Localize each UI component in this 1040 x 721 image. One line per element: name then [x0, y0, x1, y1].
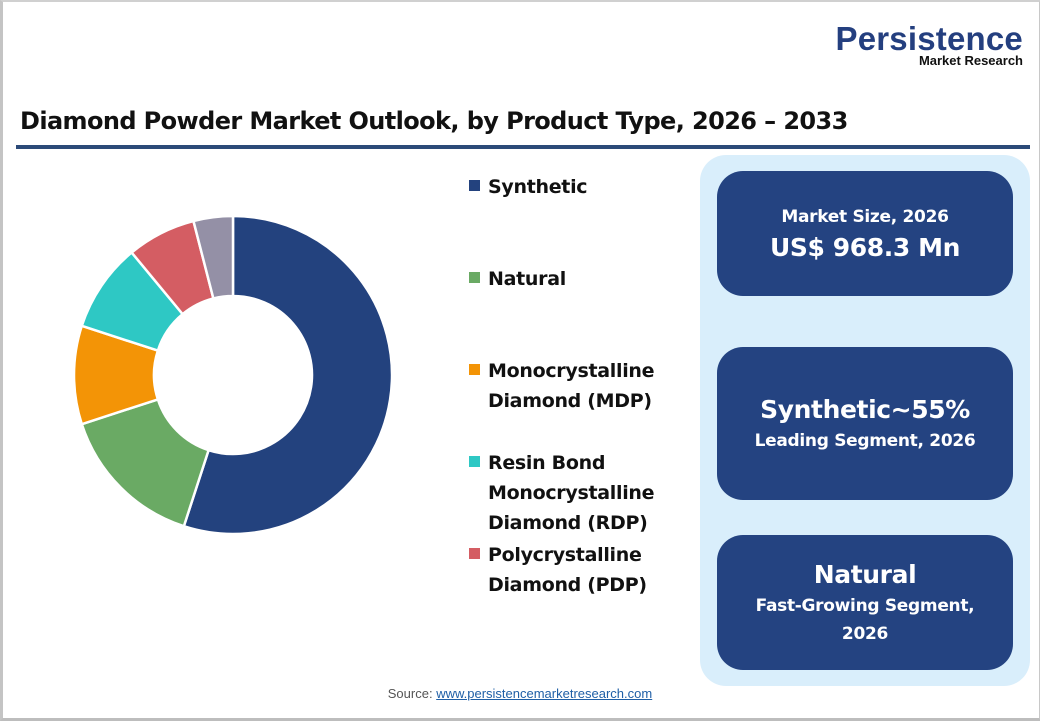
title-underline	[16, 145, 1030, 149]
leading-segment-card: Synthetic~55% Leading Segment, 2026	[717, 347, 1013, 500]
legend-swatch-icon	[469, 180, 480, 191]
leading-segment-value: Synthetic~55%	[760, 394, 970, 424]
market-size-label: Market Size, 2026	[781, 206, 949, 227]
market-size-card: Market Size, 2026 US$ 968.3 Mn	[717, 171, 1013, 296]
legend-label: Polycrystalline Diamond (PDP)	[488, 544, 647, 596]
source-line: Source: www.persistencemarketresearch.co…	[0, 686, 1040, 701]
leading-segment-label: Leading Segment, 2026	[754, 430, 976, 451]
legend-label: Synthetic	[488, 176, 588, 198]
source-label: Source:	[387, 686, 437, 701]
legend-swatch-icon	[469, 272, 480, 283]
legend-item: Monocrystalline Diamond (MDP)	[469, 356, 689, 416]
legend-label: Natural	[488, 268, 566, 290]
highlights-panel: Market Size, 2026 US$ 968.3 Mn Synthetic…	[700, 155, 1030, 686]
fast-growing-label: Fast-Growing Segment, 2026	[755, 595, 975, 644]
persistence-logo: Persistence Market Research	[836, 22, 1024, 68]
legend-label: Resin Bond Monocrystalline Diamond (RDP)	[488, 452, 655, 534]
donut-chart	[72, 214, 394, 536]
legend-item: Synthetic	[469, 172, 689, 202]
legend-swatch-icon	[469, 456, 480, 467]
legend-item: Natural	[469, 264, 689, 294]
legend-swatch-icon	[469, 364, 480, 375]
donut-slice-other-unlabeled	[191, 214, 235, 301]
legend-label: Monocrystalline Diamond (MDP)	[488, 360, 655, 412]
legend-item: Resin Bond Monocrystalline Diamond (RDP)	[469, 448, 689, 538]
logo-sub-text: Market Research	[918, 53, 1023, 68]
legend-swatch-icon	[469, 548, 480, 559]
chart-title: Diamond Powder Market Outlook, by Produc…	[20, 107, 848, 135]
fast-growing-value: Natural	[813, 559, 917, 589]
logo-main-text: Persistence	[835, 20, 1023, 57]
market-size-value: US$ 968.3 Mn	[769, 232, 961, 262]
source-link[interactable]: www.persistencemarketresearch.com	[436, 686, 653, 701]
legend-item: Polycrystalline Diamond (PDP)	[469, 540, 689, 600]
fast-growing-card: Natural Fast-Growing Segment, 2026	[717, 535, 1013, 670]
donut-slice-synthetic	[182, 214, 394, 536]
